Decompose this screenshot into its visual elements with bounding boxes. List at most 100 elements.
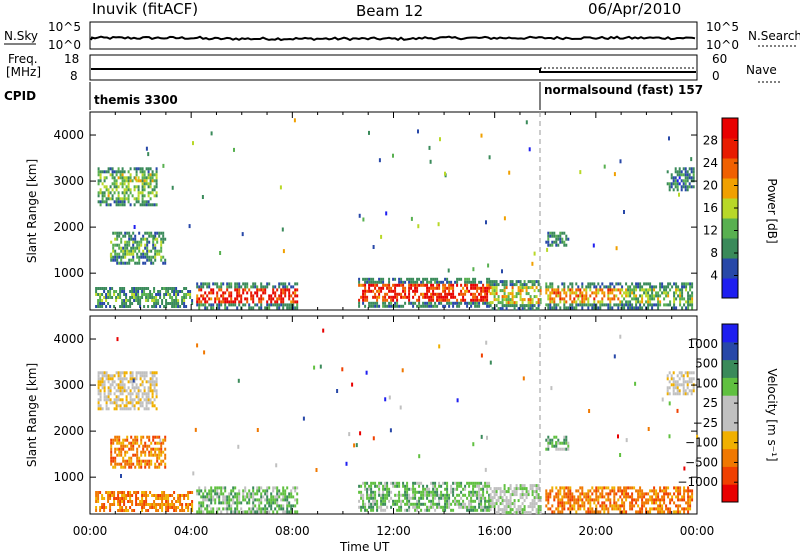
data-cell: [607, 288, 610, 292]
data-cell: [123, 509, 126, 512]
data-cell: [128, 261, 131, 265]
data-cell: [456, 283, 459, 287]
data-cell: [140, 252, 143, 256]
data-cell: [99, 173, 102, 177]
data-cell: [374, 499, 377, 503]
data-cell: [432, 502, 435, 506]
data-cell: [208, 492, 211, 496]
data-cell: [145, 404, 148, 408]
data-cell: [148, 459, 151, 463]
data-cell: [631, 498, 634, 502]
data-cell: [545, 282, 548, 286]
data-cell: [627, 303, 630, 307]
data-cell: [382, 283, 385, 287]
data-cell: [151, 401, 154, 405]
data-cell: [677, 288, 680, 292]
data-cell: [368, 493, 371, 497]
data-cell: [438, 505, 441, 509]
data-cell: [188, 224, 191, 229]
data-cell: [272, 498, 275, 502]
data-cell: [448, 493, 451, 497]
data-cell: [200, 507, 203, 511]
data-cell: [573, 504, 576, 508]
data-cell: [462, 286, 465, 290]
data-cell: [396, 295, 399, 299]
data-cell: [555, 495, 558, 499]
data-cell: [266, 498, 269, 502]
data-cell: [191, 503, 194, 506]
data-cell: [208, 504, 211, 508]
data-cell: [286, 498, 289, 502]
data-cell: [677, 285, 680, 289]
data-cell: [446, 502, 449, 506]
data-cell: [396, 301, 399, 305]
data-cell: [149, 179, 152, 183]
data-cell: [639, 492, 642, 496]
data-cell: [206, 495, 209, 499]
data-cell: [547, 237, 550, 241]
data-cell: [141, 287, 144, 290]
data-cell: [376, 505, 379, 509]
data-cell: [290, 303, 293, 307]
data-cell: [410, 286, 413, 290]
data-cell: [266, 303, 269, 307]
data-cell: [515, 292, 518, 296]
data-cell: [581, 489, 584, 493]
data-cell: [555, 435, 558, 439]
data-cell: [228, 498, 231, 502]
data-cell: [288, 306, 291, 310]
data-cell: [625, 498, 628, 502]
data-cell: [456, 298, 459, 302]
data-cell: [388, 395, 391, 400]
data-cell: [226, 297, 229, 301]
data-cell: [362, 301, 365, 305]
data-cell: [107, 290, 110, 293]
data-cell: [250, 510, 253, 514]
data-cell: [107, 167, 110, 171]
data-cell: [505, 280, 508, 284]
scatter-region: [196, 282, 299, 310]
data-cell: [424, 304, 427, 308]
data-cell: [134, 237, 137, 241]
data-cell: [418, 499, 421, 503]
data-cell: [270, 303, 273, 307]
data-cell: [533, 490, 536, 494]
data-cell: [128, 258, 131, 262]
data-cell: [569, 498, 572, 502]
data-cell: [114, 435, 117, 439]
data-cell: [677, 495, 680, 499]
data-cell: [200, 294, 203, 298]
data-cell: [432, 286, 435, 290]
data-cell: [228, 507, 231, 511]
data-cell: [527, 505, 530, 509]
data-cell: [290, 507, 293, 511]
data-cell: [392, 289, 395, 293]
data-cell: [143, 407, 146, 411]
data-cell: [489, 508, 492, 512]
data-cell: [527, 286, 530, 290]
scatter-region: [97, 371, 158, 411]
data-cell: [669, 510, 672, 514]
data-cell: [149, 380, 152, 384]
data-cell: [158, 252, 161, 256]
data-cell: [675, 285, 678, 289]
data-cell: [142, 447, 145, 451]
data-cell: [414, 481, 417, 485]
data-cell: [137, 200, 140, 204]
data-cell: [256, 489, 259, 493]
data-cell: [138, 258, 141, 262]
data-cell: [177, 497, 180, 500]
data-cell: [282, 297, 285, 301]
data-cell: [103, 191, 106, 195]
data-cell: [107, 191, 110, 195]
data-cell: [672, 188, 675, 192]
data-cell: [537, 505, 540, 509]
data-cell: [160, 249, 163, 253]
data-cell: [446, 298, 449, 302]
colorbar-tick-label: 25: [703, 396, 718, 410]
data-cell: [232, 498, 235, 502]
data-cell: [101, 374, 104, 378]
data-cell: [115, 497, 118, 500]
data-cell: [671, 285, 674, 289]
data-cell: [290, 306, 293, 310]
